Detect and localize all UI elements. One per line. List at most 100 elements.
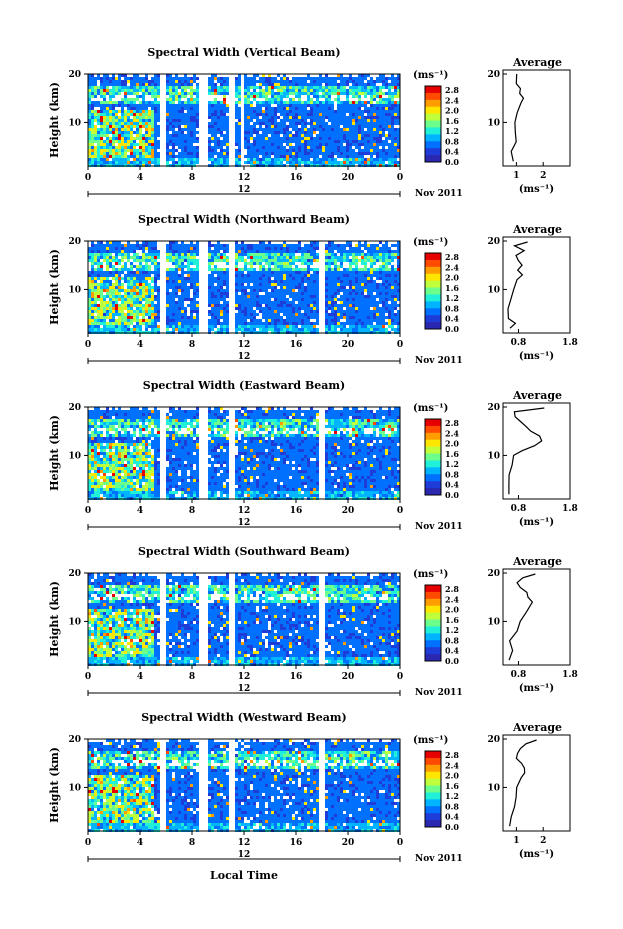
x-tick-label: 4 [137,340,143,350]
colorbar-swatch [425,322,441,329]
average-x-tick-label: 0.8 [511,504,527,514]
colorbar-swatch [425,148,441,155]
average-frame [503,70,570,166]
average-profile-line [510,740,537,826]
colorbar-tick-label: 2.0 [445,439,459,449]
heatmap [88,573,400,666]
average-x-tick-label: 1.8 [562,338,578,348]
colorbar-swatch [425,633,441,640]
colorbar-swatch [425,758,441,765]
average-x-tick-label: 2 [540,836,546,846]
panel-3: Spectral Width (Eastward Beam)2010Height… [48,379,578,532]
y-tick-label: 10 [68,118,81,128]
colorbar-tick-label: 2.4 [445,95,459,105]
colorbar-swatch [425,301,441,308]
y-tick-label: 10 [68,285,81,295]
average-y-tick-label: 10 [487,285,500,295]
date-label: Nov 2011 [415,356,463,366]
average-profile-line [511,74,523,161]
x-tick-label: 0 [85,340,91,350]
colorbar-swatch [425,288,441,295]
colorbar-tick-label: 2.4 [445,760,459,770]
colorbar-swatch [425,274,441,281]
x-tick-label: 20 [342,173,355,183]
colorbar-tick-label: 2.0 [445,273,459,283]
colorbar-tick-label: 0.8 [445,469,459,479]
date-mid-label: 12 [238,518,251,528]
colorbar-unit: (ms⁻¹) [413,569,448,580]
date-label: Nov 2011 [415,189,463,199]
date-label: Nov 2011 [415,688,463,698]
colorbar-swatch [425,613,441,620]
y-tick-label: 20 [68,735,81,745]
colorbar-tick-label: 2.8 [445,85,459,95]
x-tick-label: 12 [238,506,251,516]
average-y-tick-label: 10 [487,617,500,627]
colorbar-swatch [425,426,441,433]
colorbar-tick-label: 2.8 [445,584,459,594]
y-axis-label: Height (km) [48,747,61,823]
colorbar-swatch [425,647,441,654]
heatmap [88,74,400,167]
panel-4: Spectral Width (Southward Beam)2010Heigh… [48,545,578,698]
colorbar-tick-label: 0.8 [445,303,459,313]
average-title: Average [512,56,562,69]
average-x-tick-label: 1.8 [562,504,578,514]
x-tick-label: 4 [137,672,143,682]
x-tick-label: 0 [397,506,403,516]
colorbar-swatch [425,141,441,148]
colorbar-tick-label: 0.4 [445,147,459,157]
x-axis-label: Local Time [210,869,278,882]
colorbar: (ms⁻¹)2.82.42.01.61.20.80.40.0 [413,70,459,167]
colorbar-tick-label: 0.0 [445,324,459,334]
x-tick-label: 0 [397,838,403,848]
colorbar-swatch [425,654,441,661]
colorbar-tick-label: 1.6 [445,116,459,126]
colorbar-tick-label: 1.6 [445,449,459,459]
colorbar-tick-label: 0.8 [445,136,459,146]
colorbar-swatch [425,806,441,813]
x-tick-label: 8 [189,340,195,350]
colorbar-swatch [425,640,441,647]
colorbar-tick-label: 2.0 [445,605,459,615]
average-frame [503,237,570,333]
colorbar-swatch [425,107,441,114]
colorbar-swatch [425,820,441,827]
x-tick-label: 16 [290,173,303,183]
x-tick-label: 12 [238,838,251,848]
average-y-tick-label: 20 [487,237,500,247]
colorbar-tick-label: 0.4 [445,314,459,324]
colorbar-swatch [425,488,441,495]
average-x-tick-label: 1 [513,836,519,846]
colorbar-tick-label: 0.4 [445,812,459,822]
colorbar-swatch [425,114,441,121]
colorbar-unit: (ms⁻¹) [413,403,448,414]
colorbar-swatch [425,606,441,613]
panel-title: Spectral Width (Westward Beam) [141,711,346,724]
average-frame [503,403,570,499]
colorbar-tick-label: 1.2 [445,126,459,136]
colorbar: (ms⁻¹)2.82.42.01.61.20.80.40.0 [413,237,459,334]
y-axis-label: Height (km) [48,581,61,657]
y-tick-label: 20 [68,569,81,579]
date-mid-label: 12 [238,684,251,694]
colorbar-swatch [425,155,441,162]
average-x-tick-label: 0.8 [511,338,527,348]
colorbar-swatch [425,599,441,606]
colorbar-tick-label: 2.8 [445,252,459,262]
colorbar-swatch [425,779,441,786]
average-x-tick-label: 0.8 [511,670,527,680]
colorbar-swatch [425,765,441,772]
colorbar-swatch [425,308,441,315]
colorbar-swatch [425,100,441,107]
average-unit: (ms⁻¹) [519,849,554,860]
y-axis-label: Height (km) [48,82,61,158]
average-x-tick-label: 2 [540,171,546,181]
average-unit: (ms⁻¹) [519,517,554,528]
colorbar-tick-label: 1.2 [445,459,459,469]
colorbar-tick-label: 1.6 [445,781,459,791]
colorbar-unit: (ms⁻¹) [413,237,448,248]
average-title: Average [512,555,562,568]
colorbar-swatch [425,93,441,100]
